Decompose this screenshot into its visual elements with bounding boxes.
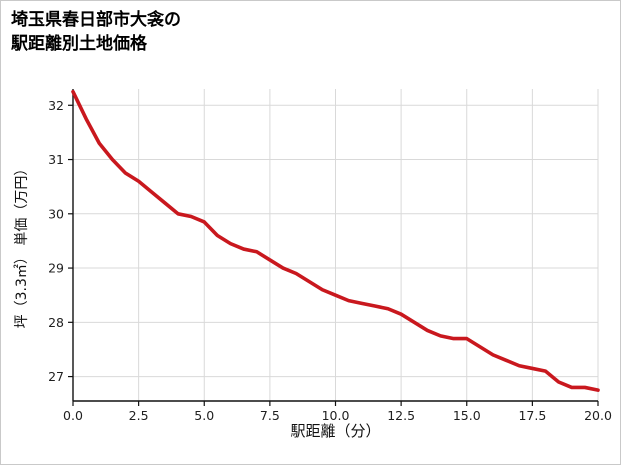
svg-text:2.5: 2.5 [129,408,149,423]
svg-text:31: 31 [48,152,64,167]
chart-title-line2: 駅距離別土地価格 [11,33,147,54]
svg-text:20.0: 20.0 [584,408,612,423]
svg-text:15.0: 15.0 [453,408,481,423]
chart-svg: 0.0 2.5 5.0 7.5 10.0 12.5 15.0 17.5 20.0 27 28 29 30… [48,89,612,423]
svg-text:29: 29 [48,261,64,276]
svg-text:10.0: 10.0 [322,408,350,423]
plot-area: 0.0 2.5 5.0 7.5 10.0 12.5 15.0 17.5 20.0 27 28 29 30… [1,81,620,464]
x-axis-label: 駅距離（分） [290,422,381,440]
chart-title: 埼玉県春日部市大衾の 駅距離別土地価格 [11,9,181,57]
svg-text:0.0: 0.0 [63,408,83,423]
svg-text:30: 30 [48,206,64,221]
svg-text:12.5: 12.5 [387,408,415,423]
svg-text:28: 28 [48,315,64,330]
svg-text:17.5: 17.5 [518,408,546,423]
svg-text:32: 32 [48,98,64,113]
svg-text:7.5: 7.5 [260,408,280,423]
chart-title-line1: 埼玉県春日部市大衾の [11,10,181,30]
svg-text:27: 27 [48,369,64,384]
svg-text:5.0: 5.0 [194,408,214,423]
y-axis-label: 坪（3.3㎡） 単価（万円） [14,161,30,329]
